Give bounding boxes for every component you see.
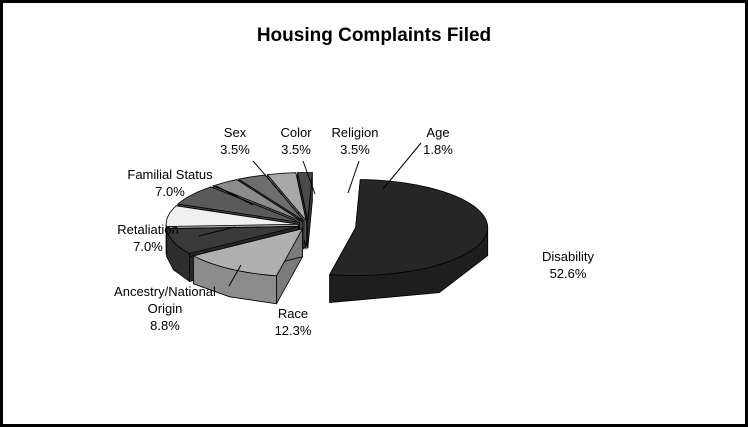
label-value: 3.5% [220, 142, 250, 157]
leader-line [228, 264, 242, 287]
label-value: 3.5% [281, 142, 311, 157]
label-value: 52.6% [549, 266, 587, 281]
label-name: Ancestry/National Origin [114, 284, 216, 316]
label-name: Sex [223, 125, 247, 140]
leader-line [382, 142, 422, 190]
leader-line [198, 226, 236, 237]
data-label: Religion 3.5% [320, 124, 390, 158]
data-label: Ancestry/National Origin 8.8% [95, 283, 235, 334]
slice-top [165, 205, 299, 227]
slice-top [237, 174, 305, 222]
slice-shade [329, 227, 488, 303]
chart-title: Housing Complaints Filed [256, 25, 492, 46]
data-label: Color 3.5% [271, 124, 321, 158]
slice-top [297, 172, 313, 221]
label-name: Color [280, 125, 312, 140]
label-value: 7.0% [133, 239, 163, 254]
label-name: Race [277, 306, 309, 321]
label-value: 1.8% [423, 142, 453, 157]
data-label: Retaliation 7.0% [98, 221, 198, 255]
leader-line [252, 160, 286, 199]
label-name: Familial Status [127, 167, 213, 182]
label-name: Religion [331, 125, 379, 140]
slice-top [329, 179, 489, 276]
slice-shade [193, 255, 277, 304]
slice-top [266, 172, 307, 221]
label-value: 7.0% [155, 184, 185, 199]
label-value: 8.8% [150, 318, 180, 333]
pie-slice [329, 179, 489, 304]
slice-top [176, 186, 300, 223]
data-label: Familial Status 7.0% [110, 166, 230, 200]
label-name: Disability [541, 249, 594, 264]
pie-slice [192, 228, 304, 305]
slice-top [192, 228, 304, 277]
label-name: Retaliation [117, 222, 179, 237]
data-label: Age 1.8% [413, 124, 463, 158]
data-label: Race 12.3% [258, 305, 328, 339]
label-name: Age [426, 125, 450, 140]
data-label: Disability 52.6% [528, 248, 608, 282]
slice-top [166, 226, 299, 254]
slice-shade [307, 172, 313, 249]
slice-shade [166, 228, 190, 282]
leader-line [215, 185, 254, 206]
label-value: 3.5% [340, 142, 370, 157]
slice-top [212, 179, 303, 222]
leader-line [302, 160, 316, 195]
label-value: 12.3% [274, 323, 312, 338]
plot [165, 142, 489, 305]
data-label: Sex 3.5% [210, 124, 260, 158]
leader-line [347, 160, 360, 194]
